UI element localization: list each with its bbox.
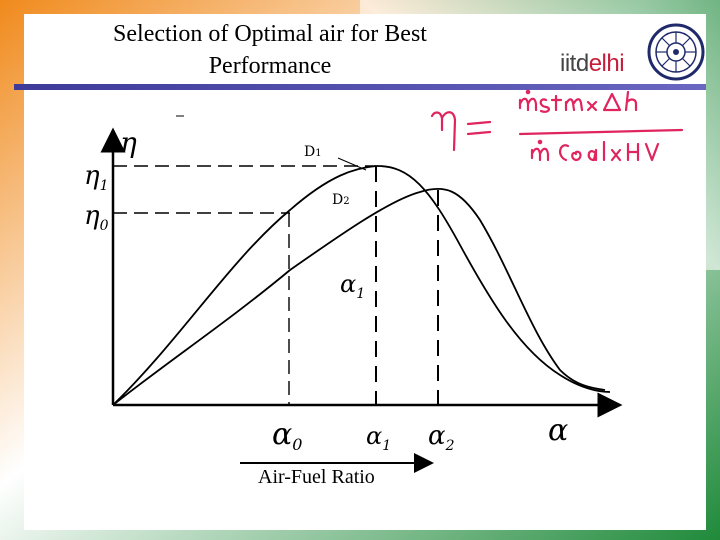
air-fuel-caption: Air-Fuel Ratio: [258, 466, 375, 488]
y-mark-eta0: η0: [84, 201, 109, 234]
x-mark-alpha1: α1: [366, 422, 391, 454]
institute-logo-text: iitdelhi: [560, 50, 625, 77]
slide-panel: [24, 14, 706, 530]
title-line-1: Selection of Optimal air for Best: [113, 21, 427, 47]
curve-label-d1-leader: [337, 157, 367, 171]
curve-d2: [112, 187, 606, 406]
y-mark-eta1: η1: [84, 161, 109, 194]
title-line-2: Performance: [208, 53, 332, 79]
point-label-alpha1: α1: [340, 270, 365, 302]
x-mark-alpha0: α0: [272, 417, 302, 454]
y-axis-label: η: [120, 126, 137, 159]
title-divider: [14, 84, 706, 90]
guide-lines-bold: [375, 166, 439, 405]
curve-label-d2: D2: [332, 192, 350, 208]
institute-seal-icon: [647, 23, 705, 81]
curve-label-d1: D1: [304, 144, 322, 160]
guide-lines: [113, 165, 376, 405]
handwritten-formula: [430, 89, 684, 162]
slide-title: Selection of Optimal air for Best Perfor…: [60, 18, 480, 82]
x-axis-label: α: [548, 413, 568, 448]
curve-d1: [112, 165, 611, 406]
x-mark-alpha2: α2: [428, 421, 455, 454]
